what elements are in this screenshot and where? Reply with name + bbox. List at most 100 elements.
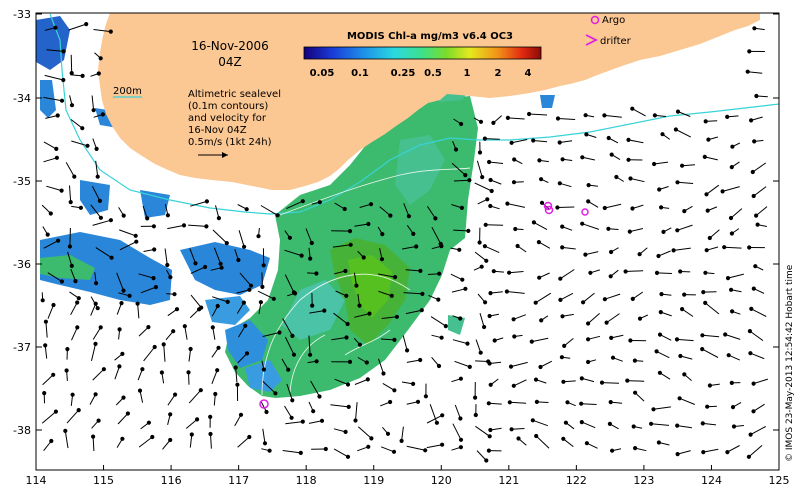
- velocity-arrow-head: [751, 409, 756, 414]
- velocity-arrow-head: [555, 116, 561, 121]
- velocity-arrow: [43, 141, 57, 150]
- velocity-arrow: [379, 206, 391, 216]
- velocity-arrow-head: [208, 431, 213, 437]
- velocity-arrow: [93, 29, 111, 33]
- velocity-arrow: [403, 292, 423, 295]
- velocity-arrow: [511, 139, 528, 144]
- velocity-arrow: [69, 185, 72, 203]
- velocity-arrow: [604, 114, 622, 118]
- velocity-arrow-head: [277, 330, 282, 335]
- velocity-arrow: [677, 224, 693, 231]
- velocity-arrow: [702, 334, 720, 338]
- velocity-arrow-head: [314, 359, 319, 364]
- velocity-arrow-head: [563, 420, 569, 425]
- velocity-arrow: [380, 338, 395, 341]
- velocity-arrow: [627, 380, 645, 382]
- velocity-arrow-head: [630, 296, 635, 301]
- velocity-arrow-head: [602, 205, 607, 211]
- velocity-arrow-head: [314, 271, 319, 276]
- velocity-arrow-head: [308, 352, 313, 357]
- velocity-arrow-head: [754, 213, 759, 218]
- velocity-arrow-head: [649, 421, 654, 426]
- velocity-arrow-head: [477, 150, 483, 155]
- svg-text:Altimetric sealevel: Altimetric sealevel: [188, 89, 281, 100]
- velocity-arrow-head: [439, 335, 444, 340]
- velocity-arrow: [116, 272, 124, 291]
- velocity-arrow-head: [261, 263, 266, 268]
- velocity-arrow-head: [609, 152, 614, 157]
- velocity-arrow-head: [210, 325, 215, 330]
- velocity-arrow-head: [317, 200, 322, 205]
- velocity-arrow: [378, 290, 392, 297]
- velocity-arrow: [727, 445, 740, 453]
- velocity-arrow-head: [213, 391, 218, 397]
- velocity-arrow-head: [344, 293, 349, 298]
- velocity-arrow: [513, 379, 527, 387]
- velocity-arrow-head: [507, 400, 512, 405]
- velocity-arrow-head: [675, 452, 680, 457]
- velocity-arrow-head: [365, 377, 370, 382]
- velocity-arrow-head: [244, 207, 249, 212]
- velocity-arrow: [142, 205, 148, 219]
- velocity-arrow-head: [511, 383, 516, 388]
- svg-text:16-Nov 04Z: 16-Nov 04Z: [188, 125, 247, 136]
- velocity-arrow-head: [513, 226, 518, 232]
- y-axis-ticks: -33 -34 -35 -36 -37 -38: [13, 8, 779, 437]
- velocity-arrow-head: [583, 252, 588, 257]
- velocity-arrow-head: [121, 288, 126, 293]
- velocity-arrow-head: [165, 262, 170, 268]
- velocity-arrow-head: [509, 427, 514, 432]
- velocity-arrow-head: [76, 296, 81, 301]
- velocity-arrow-head: [465, 341, 470, 346]
- velocity-arrow-head: [134, 239, 139, 244]
- velocity-arrow-head: [80, 73, 85, 79]
- velocity-arrow-head: [53, 25, 58, 30]
- x-tick-label: 116: [161, 474, 182, 487]
- velocity-arrow: [677, 181, 694, 184]
- velocity-arrow-head: [537, 275, 542, 280]
- velocity-arrow-head: [561, 436, 566, 441]
- velocity-arrow: [507, 203, 526, 208]
- velocity-arrow: [475, 339, 482, 353]
- velocity-arrow: [405, 269, 421, 272]
- colorbar-title: MODIS Chl-a mg/m3 v6.4 OC3: [347, 31, 513, 42]
- velocity-arrow-head: [751, 193, 756, 199]
- colorbar-tick-label: 0.5: [424, 68, 442, 79]
- velocity-arrow-head: [674, 337, 680, 342]
- velocity-arrow-head: [121, 213, 126, 218]
- velocity-arrow-head: [93, 341, 98, 346]
- velocity-arrow-head: [61, 77, 66, 83]
- velocity-arrow-head: [529, 339, 534, 344]
- velocity-arrow-head: [241, 300, 246, 305]
- velocity-arrow-head: [243, 323, 248, 328]
- velocity-arrow: [679, 397, 695, 405]
- velocity-arrow: [210, 433, 212, 449]
- velocity-arrow: [677, 111, 691, 117]
- velocity-arrow-head: [345, 454, 351, 459]
- velocity-arrow-head: [76, 408, 81, 413]
- velocity-arrow-head: [85, 143, 90, 148]
- velocity-arrow-head: [153, 285, 158, 290]
- velocity-arrow-head: [584, 441, 590, 446]
- velocity-arrow-head: [247, 434, 252, 440]
- argo-float: [259, 399, 269, 409]
- velocity-arrow-head: [482, 244, 487, 249]
- colorbar: MODIS Chl-a mg/m3 v6.4 OC3 0.05 0.1 0.25 0.…: [303, 31, 542, 79]
- velocity-arrow-head: [165, 213, 170, 218]
- colorbar-scale: [303, 46, 542, 60]
- velocity-arrow-head: [287, 235, 292, 240]
- velocity-arrow: [46, 49, 64, 52]
- velocity-arrow-head: [534, 399, 540, 404]
- velocity-arrow-head: [656, 440, 662, 445]
- velocity-arrow-head: [729, 231, 735, 236]
- velocity-arrow-head: [193, 261, 198, 266]
- velocity-arrow: [677, 425, 692, 429]
- velocity-arrow-head: [720, 189, 725, 194]
- argo-legend-label: Argo: [602, 15, 625, 26]
- velocity-arrow: [282, 450, 301, 454]
- velocity-arrow-head: [354, 283, 359, 288]
- velocity-arrow-head: [215, 303, 220, 309]
- velocity-arrow: [630, 178, 645, 183]
- velocity-arrow: [282, 318, 293, 337]
- velocity-arrow: [538, 241, 551, 249]
